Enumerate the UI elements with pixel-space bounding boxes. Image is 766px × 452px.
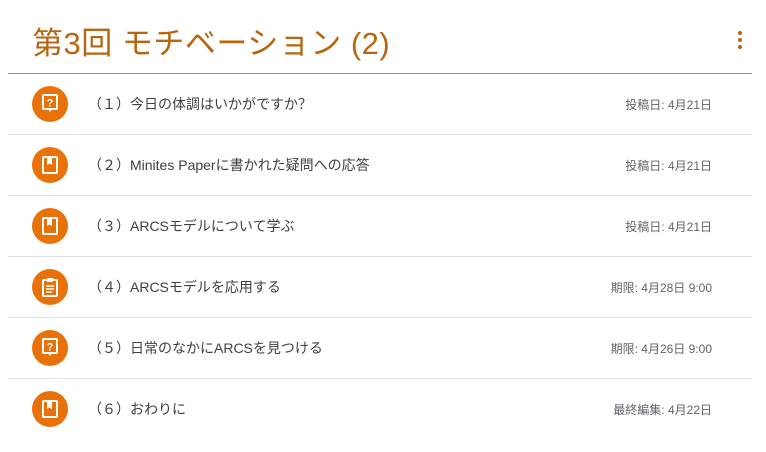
item-date: 投稿日: 4月21日 (625, 219, 712, 234)
list-item[interactable]: （３）ARCSモデルについて学ぶ 投稿日: 4月21日 (8, 196, 752, 257)
item-date: 期限: 4月26日 9:00 (610, 341, 712, 356)
item-title[interactable]: （５）日常のなかにARCSを見つける (88, 340, 323, 356)
item-title[interactable]: （１）今日の体調はいかがですか？ (88, 96, 312, 112)
item-date: 投稿日: 4月21日 (625, 97, 712, 112)
more-vert-icon[interactable] (730, 28, 750, 52)
question-icon: ? (32, 330, 68, 366)
material-icon (32, 391, 68, 427)
list-item[interactable]: ? （１）今日の体調はいかがですか？ 投稿日: 4月21日 (8, 74, 752, 135)
divider (8, 73, 752, 74)
item-date: 最終編集: 4月22日 (613, 402, 712, 417)
topic-list: ? （１）今日の体調はいかがですか？ 投稿日: 4月21日 （２）Minites … (8, 74, 752, 439)
item-date: 投稿日: 4月21日 (625, 158, 712, 173)
material-icon (32, 208, 68, 244)
item-title[interactable]: （３）ARCSモデルについて学ぶ (88, 218, 295, 234)
item-title[interactable]: （６）おわりに (88, 401, 186, 417)
material-icon (32, 147, 68, 183)
list-item[interactable]: （２）Minites Paperに書かれた疑問への応答 投稿日: 4月21日 (8, 135, 752, 196)
question-icon: ? (32, 86, 68, 122)
item-title[interactable]: （２）Minites Paperに書かれた疑問への応答 (88, 157, 370, 173)
item-title[interactable]: （４）ARCSモデルを応用する (88, 279, 281, 295)
list-item[interactable]: （４）ARCSモデルを応用する 期限: 4月28日 9:00 (8, 257, 752, 318)
svg-text:?: ? (47, 342, 54, 354)
assignment-icon (32, 269, 68, 305)
page-title: 第3回 モチベーション (2) (32, 26, 391, 61)
item-date: 期限: 4月28日 9:00 (610, 280, 712, 295)
svg-text:?: ? (47, 98, 54, 110)
list-item[interactable]: （６）おわりに 最終編集: 4月22日 (8, 379, 752, 439)
list-item[interactable]: ? （５）日常のなかにARCSを見つける 期限: 4月26日 9:00 (8, 318, 752, 379)
